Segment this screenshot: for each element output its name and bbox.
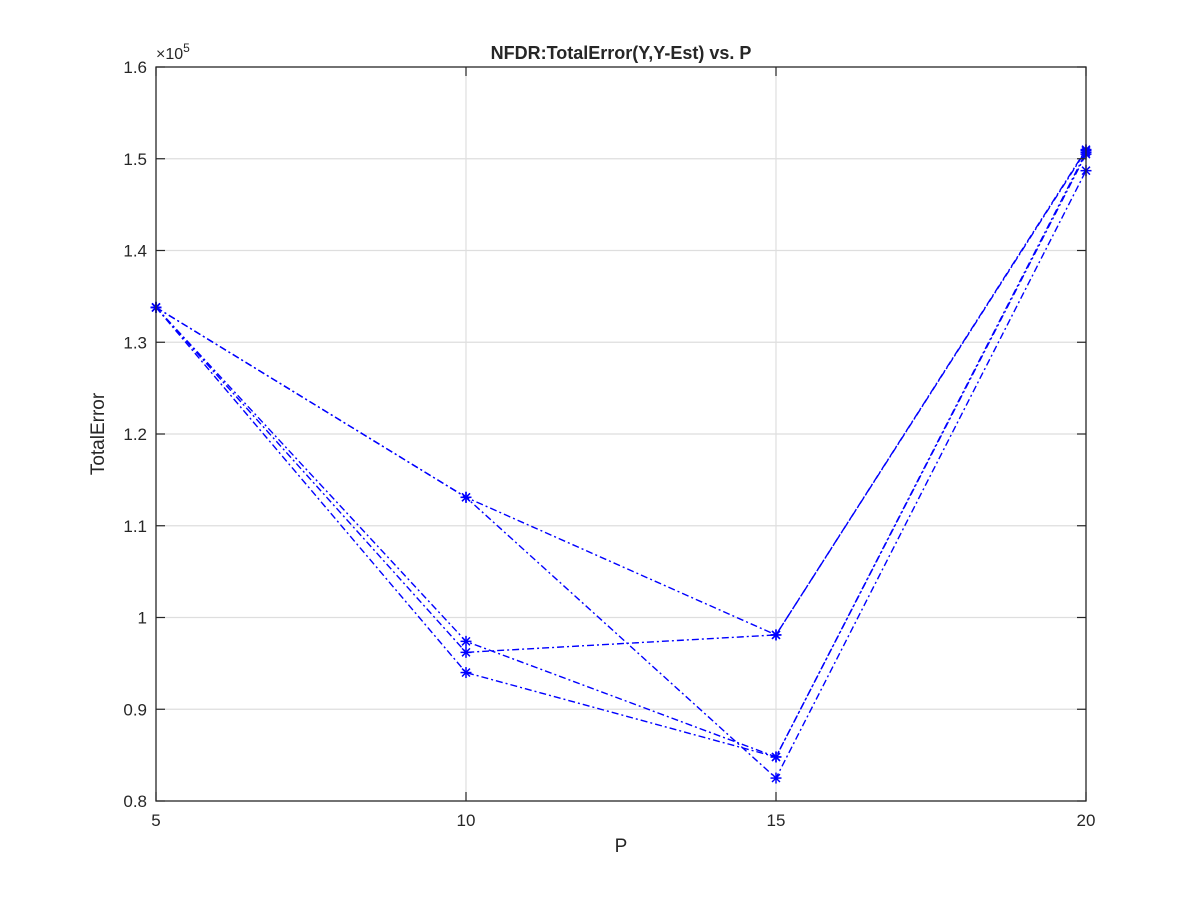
data-point-marker	[770, 629, 782, 641]
series-line	[155, 170, 1087, 780]
data-point-marker	[460, 646, 472, 658]
data-point-marker	[770, 772, 782, 784]
y-tick-label: 1.3	[123, 333, 147, 352]
axis-ticks	[155, 66, 1087, 802]
x-tick-label: 15	[767, 811, 786, 830]
y-exponent-power: 5	[183, 41, 190, 55]
y-exponent-base: ×10	[156, 46, 183, 63]
y-tick-label: 0.8	[123, 792, 147, 811]
y-tick-label: 1.6	[123, 58, 147, 77]
y-tick-label: 1.1	[123, 517, 147, 536]
data-point-marker	[460, 635, 472, 647]
data-point-marker	[460, 491, 472, 503]
y-axis-label: TotalError	[88, 392, 109, 475]
y-tick-label: 1	[138, 609, 147, 628]
data-point-marker	[460, 667, 472, 679]
grid-lines	[156, 67, 1086, 801]
x-tick-label: 5	[151, 811, 160, 830]
y-tick-label: 1.5	[123, 150, 147, 169]
x-tick-label: 10	[457, 811, 476, 830]
y-tick-label: 0.9	[123, 700, 147, 719]
y-tick-label: 1.2	[123, 425, 147, 444]
series-line	[155, 150, 1087, 654]
y-axis-exponent: ×105	[156, 41, 190, 63]
tick-labels: 5 10 15 20 0.8 0.9 1 1.1 1.2 1.3 1.4 1.5 1.6	[123, 58, 1095, 830]
data-point-marker	[770, 751, 782, 763]
x-tick-label: 20	[1077, 811, 1096, 830]
chart-title: NFDR:TotalError(Y,Y-Est) vs. P	[491, 43, 752, 63]
y-tick-label: 1.4	[123, 242, 147, 261]
x-axis-label: P	[615, 836, 628, 857]
